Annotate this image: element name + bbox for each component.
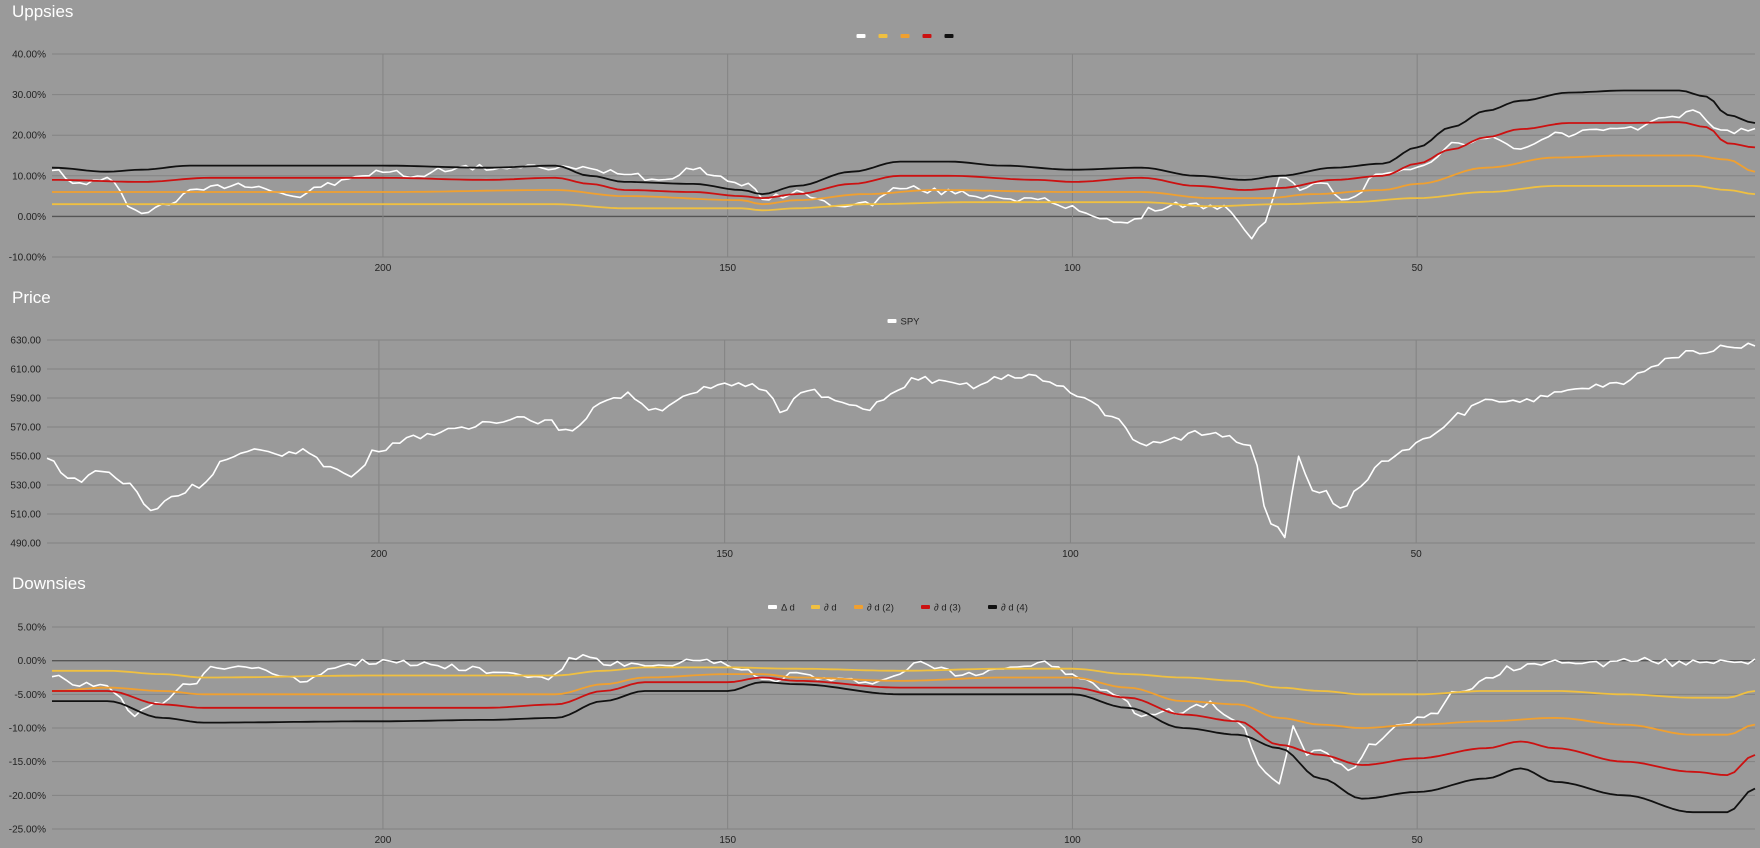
y-tick-label: -10.00% [9,253,46,264]
legend-swatch [944,34,954,38]
x-tick-label: 50 [1411,549,1423,560]
x-tick-label: 50 [1412,263,1424,274]
y-tick-label: 630.00 [10,336,41,347]
x-tick-label: 50 [1412,835,1424,846]
y-tick-label: 570.00 [10,423,41,434]
y-tick-label: -25.00% [9,825,46,836]
legend-swatch [811,605,820,609]
y-tick-label: -20.00% [9,791,46,802]
legend-swatch [988,605,997,609]
y-tick-label: 0.00% [18,656,46,667]
series-line-d2 [51,673,1756,736]
legend-swatch [854,605,863,609]
uppsies-title: Uppsies [12,2,74,21]
series-line-s4 [51,89,1756,196]
series-line-d0 [51,654,1756,785]
legend-label: ∂ d (3) [934,603,961,614]
uppsies-chart: -10.00% 0.00% 10.00% 20.00% 30.00% 40.00% 200 1… [9,34,1756,274]
x-tick-label: 200 [371,549,388,560]
series-line-s2 [52,154,1756,206]
y-tick-label: 490.00 [10,539,41,550]
legend-label: SPY [901,317,921,328]
series-line-s3 [52,121,1756,200]
y-tick-label: -5.00% [14,690,46,701]
legend-swatch [768,605,777,609]
downsies-panel: Downsies -25.00% -20.00% -15.00% -10.00% -5.… [0,572,1760,848]
y-tick-label: 0.00% [18,212,46,223]
series-line-d3 [52,676,1756,777]
price-title: Price [12,288,51,307]
y-tick-label: 510.00 [10,510,41,521]
x-tick-label: 100 [1062,549,1079,560]
y-tick-label: 10.00% [12,171,46,182]
legend-label: ∂ d (2) [867,603,894,614]
series-line-d4 [52,681,1756,814]
series-line-p0 [46,342,1756,539]
series-line-s0 [51,109,1756,240]
y-tick-label: 40.00% [12,50,46,61]
x-tick-label: 200 [375,835,392,846]
legend-swatch [856,34,866,38]
downsies-chart: -25.00% -20.00% -15.00% -10.00% -5.00% 0.00% 5… [9,603,1756,846]
legend-label: ∂ d (4) [1001,603,1028,614]
legend-label: ∂ d [824,603,837,614]
y-tick-label: 30.00% [12,90,46,101]
y-tick-label: 610.00 [10,365,41,376]
y-tick-label: -10.00% [9,724,46,735]
x-tick-label: 150 [716,549,733,560]
legend-swatch [921,605,930,609]
y-tick-label: 5.00% [18,623,46,634]
uppsies-panel: Uppsies -10.00% 0.00% 10.00% 20.00% 30.00% 40… [0,0,1760,274]
y-tick-label: -15.00% [9,757,46,768]
x-tick-label: 100 [1064,263,1081,274]
legend-swatch [878,34,888,38]
x-tick-label: 100 [1064,835,1081,846]
legend: Δ d ∂ d ∂ d (2) ∂ d (3) ∂ d (4) [768,603,1028,614]
price-panel: Price 490.00 510.00 530.00 550.00 570.00 590.… [0,286,1760,560]
legend-swatch [900,34,910,38]
legend-swatch [887,319,897,323]
x-tick-label: 150 [719,835,736,846]
legend-label: Δ d [781,603,795,614]
legend-swatch [922,34,932,38]
y-tick-label: 20.00% [12,131,46,142]
y-tick-label: 590.00 [10,394,41,405]
price-chart: 490.00 510.00 530.00 550.00 570.00 590.00 610.… [10,317,1756,560]
series-line-d1 [52,666,1756,699]
legend [856,34,954,38]
x-tick-label: 200 [375,263,392,274]
y-tick-label: 530.00 [10,481,41,492]
downsies-title: Downsies [12,574,86,593]
y-tick-label: 550.00 [10,452,41,463]
series-line-s1 [52,184,1756,212]
x-tick-label: 150 [719,263,736,274]
legend: SPY [887,317,921,328]
